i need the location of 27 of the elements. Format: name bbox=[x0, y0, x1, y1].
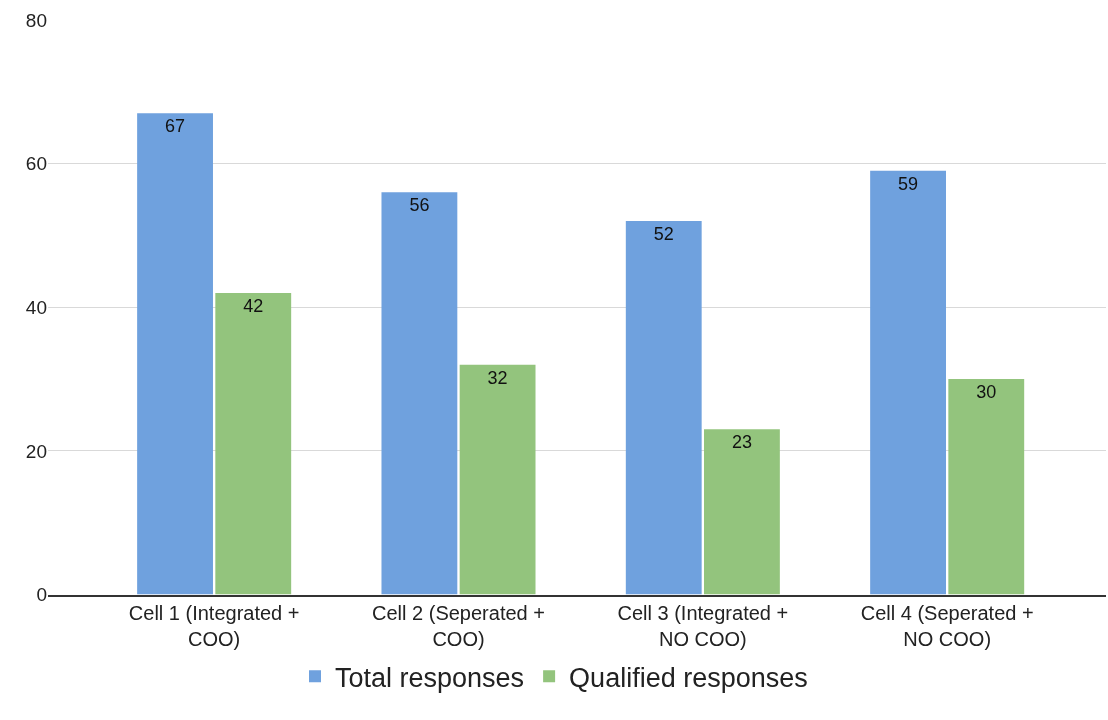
data-label: 23 bbox=[731, 432, 752, 453]
legend-label: Total responses bbox=[335, 662, 525, 693]
x-tick-label: Cell 4 (Seperated + NO COO) bbox=[860, 602, 1034, 651]
y-tick-label: 40 bbox=[25, 296, 47, 318]
bar bbox=[704, 429, 780, 595]
x-tick-label: Cell 1 (Integrated + COO) bbox=[128, 602, 300, 651]
data-label: 42 bbox=[243, 295, 264, 316]
bar bbox=[381, 192, 458, 595]
bar bbox=[459, 364, 536, 595]
x-tick-label: Cell 3 (Integrated + NO COO) bbox=[617, 602, 789, 651]
data-label: 32 bbox=[487, 367, 508, 388]
data-label: 52 bbox=[653, 224, 674, 245]
y-tick-label: 20 bbox=[25, 440, 47, 462]
data-label: 30 bbox=[976, 382, 997, 403]
y-tick-label: 60 bbox=[25, 153, 47, 175]
bar bbox=[137, 113, 213, 595]
bar bbox=[948, 379, 1025, 595]
data-label: 59 bbox=[898, 173, 919, 194]
y-tick-label: 80 bbox=[25, 9, 47, 31]
y-tick-label: 0 bbox=[36, 584, 47, 606]
legend-label: Qualified responses bbox=[569, 662, 808, 693]
data-label: 67 bbox=[165, 116, 186, 137]
data-label: 56 bbox=[409, 195, 430, 216]
bar bbox=[625, 221, 702, 595]
x-tick-label: Cell 2 (Seperated + COO) bbox=[372, 602, 545, 651]
bar bbox=[215, 292, 292, 595]
bar bbox=[870, 170, 946, 595]
